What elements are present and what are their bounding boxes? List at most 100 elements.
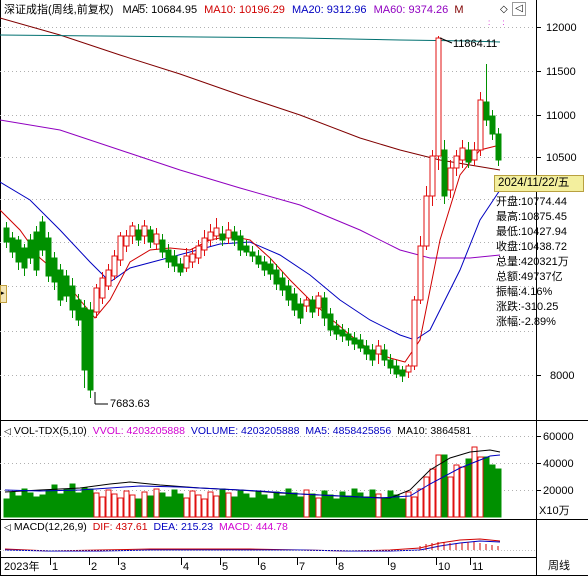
candle-body	[123, 235, 130, 247]
volume-bar	[3, 498, 10, 518]
volume-bar	[489, 464, 496, 518]
dots-icon: : :	[488, 18, 510, 27]
price-tick-10500: 10500	[546, 152, 577, 164]
info-change: 涨跌:-310.25	[496, 301, 559, 313]
volume-bar	[153, 488, 160, 518]
candle-body	[483, 101, 490, 121]
volume-bar	[357, 492, 364, 518]
volume-bar	[447, 476, 454, 518]
volume-bar	[135, 498, 142, 518]
period-button[interactable]: 周线	[548, 560, 570, 572]
candle-body	[387, 359, 394, 369]
candle-body	[33, 231, 40, 271]
vol-ma10-readout: MA10: 3864581	[397, 425, 472, 437]
candle-body	[135, 229, 142, 241]
volume-bar	[297, 496, 304, 518]
collapse-vol-icon[interactable]: ◁	[4, 426, 11, 436]
candle-body	[63, 275, 70, 297]
info-change-pct: 涨幅:-2.89%	[496, 316, 556, 328]
ma60-line	[0, 119, 501, 259]
info-low: 最低:10427.94	[496, 226, 567, 238]
candle-body	[363, 345, 370, 355]
title-marker-icon	[138, 4, 146, 12]
volume-bar	[129, 494, 136, 518]
volume-bar	[45, 489, 52, 518]
candle-body	[315, 295, 322, 309]
volume-bar	[189, 490, 196, 518]
volume-bar	[75, 492, 82, 518]
ma60-readout: MA60: 9374.26	[373, 4, 449, 16]
vol-tick-40000: 40000	[543, 458, 574, 470]
volume-bar	[309, 493, 316, 518]
candle-body	[69, 285, 76, 311]
candle-body	[273, 269, 280, 285]
volume-bar	[399, 498, 406, 518]
volume-bar	[207, 491, 214, 518]
candle-body	[405, 365, 412, 373]
candle-body	[171, 255, 178, 267]
candle-body	[51, 257, 58, 283]
x-label-3: 3	[120, 561, 127, 573]
price-tick-11500: 11500	[546, 66, 576, 78]
volume-bar	[183, 497, 190, 518]
volume-bar	[327, 494, 334, 518]
volume-bar	[339, 491, 346, 518]
volume-bar	[471, 446, 478, 518]
candle-body	[357, 339, 364, 349]
candle-body	[57, 269, 64, 301]
candle-body	[159, 239, 166, 253]
candle-body	[453, 155, 460, 169]
volume-bar	[87, 488, 94, 518]
vol-ma5-readout: MA5: 4858425856	[305, 425, 392, 437]
volume-bar	[81, 487, 88, 518]
x-label-4: 4	[183, 561, 190, 573]
volume-bar	[261, 494, 268, 518]
candle-body	[375, 345, 382, 355]
left-scroll-handle[interactable]: ▸	[0, 285, 7, 303]
candle-body	[369, 349, 376, 361]
macd-title[interactable]: MACD(12,26,9)	[13, 521, 87, 533]
volume-bar	[273, 491, 280, 518]
candle-body	[165, 249, 172, 263]
candle-body	[297, 303, 304, 319]
candle-body	[345, 333, 352, 341]
volume-header: ◁ VOL-TDX(5,10) VVOL: 4203205888 VOLUME:…	[4, 424, 471, 438]
volume-bar	[465, 458, 472, 518]
dea-readout: DEA: 215.23	[153, 521, 214, 533]
chart-title[interactable]: 深证成指(周线,前复权)	[4, 4, 114, 16]
candle-body	[225, 229, 232, 239]
candle-body	[117, 235, 124, 261]
x-label-11: 11	[472, 561, 484, 573]
volume-bar	[387, 490, 394, 518]
volume-bar	[63, 488, 70, 518]
high-annotation: 11864.11	[453, 38, 498, 50]
candle-body	[45, 237, 52, 277]
collapse-icon[interactable]: ◁	[512, 2, 526, 16]
candle-body	[471, 149, 478, 161]
candle-body	[153, 233, 160, 245]
info-amplitude: 振幅:4.16%	[496, 286, 553, 298]
info-close: 收盘:10438.72	[496, 241, 567, 253]
volume-bar	[141, 491, 148, 518]
candle-body	[267, 263, 274, 275]
candle-body	[255, 255, 262, 265]
x-label-1: 1	[52, 561, 59, 573]
diamond-icon[interactable]: ◇	[500, 4, 508, 15]
volume-bar	[111, 493, 118, 518]
info-date: 2024/11/22/五	[494, 175, 584, 192]
candle-body	[261, 261, 268, 271]
price-tick-8000: 8000	[550, 370, 575, 382]
collapse-macd-icon[interactable]: ◁	[4, 522, 11, 532]
candle-body	[411, 299, 418, 367]
candle-body	[21, 247, 28, 269]
candle-body	[291, 293, 298, 311]
flat-ref-line	[0, 34, 501, 43]
macd-header: ◁ MACD(12,26,9) DIF: 437.61 DEA: 215.23 …	[4, 520, 288, 534]
volume-bar	[291, 492, 298, 518]
candle-body	[15, 239, 22, 263]
volume-bar	[255, 490, 262, 518]
volume-bar	[495, 468, 502, 518]
volume-title[interactable]: VOL-TDX(5,10)	[13, 425, 87, 437]
price-tick-11000: 11000	[546, 110, 576, 122]
x-label-2: 2	[91, 561, 98, 573]
